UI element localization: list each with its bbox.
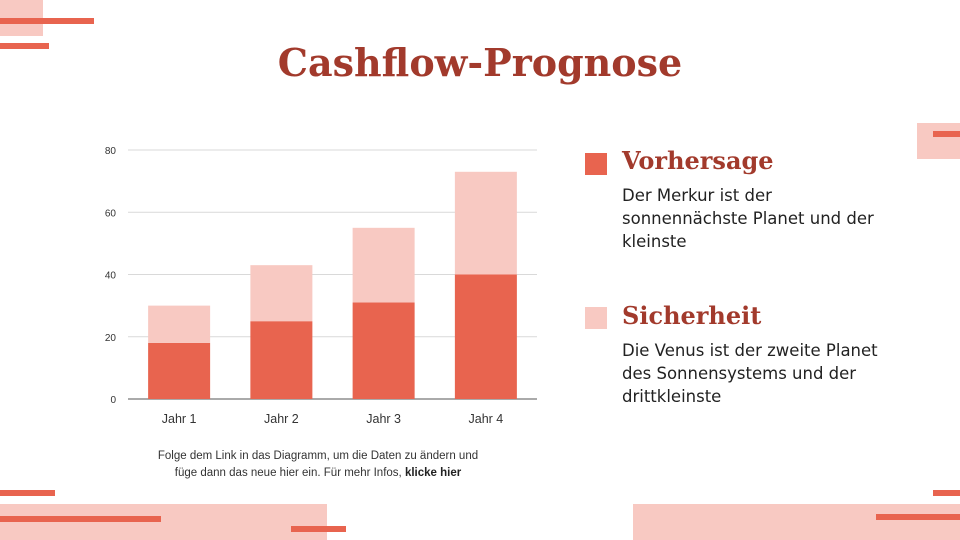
bar-forecast xyxy=(352,302,415,399)
legend-desc-forecast: Der Merkur ist der sonnennächste Planet … xyxy=(622,186,874,251)
chart-note: Folge dem Link in das Diagramm, um die D… xyxy=(108,448,528,482)
bar-chart: 0 20 40 60 80 Jahr 1 Jahr 2 Jahr 3 Jahr 4 xyxy=(105,146,537,426)
x-tick-label: Jahr 2 xyxy=(264,412,299,426)
deco-block-right xyxy=(917,123,960,159)
legend-swatch-safety xyxy=(585,307,607,329)
deco-line-right xyxy=(933,131,960,137)
deco-line-bottom-left-2 xyxy=(0,516,161,522)
bar-safety xyxy=(454,171,517,275)
bar-forecast xyxy=(148,342,211,399)
y-tick-label: 20 xyxy=(105,333,117,344)
x-tick-label: Jahr 4 xyxy=(469,412,504,426)
note-line-1: Folge dem Link in das Diagramm, um die D… xyxy=(157,450,479,462)
y-tick-label: 0 xyxy=(110,395,116,406)
y-tick-label: 40 xyxy=(105,271,117,282)
deco-line-top-left xyxy=(0,18,94,24)
legend-swatch-forecast xyxy=(585,153,607,175)
x-tick-label: Jahr 1 xyxy=(162,412,197,426)
legend-title-safety: Sicherheit xyxy=(622,301,762,330)
y-tick-label: 80 xyxy=(105,146,117,157)
deco-block-bottom-left xyxy=(0,504,327,540)
deco-line-top-left-2 xyxy=(0,43,49,49)
legend-desc-safety: Die Venus ist der zweite Planet des Sonn… xyxy=(622,341,878,406)
bar-safety xyxy=(352,227,415,303)
note-line-2: füge dann das neue hier ein. Für mehr In… xyxy=(174,467,405,479)
deco-line-bottom-right-2 xyxy=(876,514,960,520)
bar-safety xyxy=(250,265,313,322)
deco-line-bottom-left-3 xyxy=(291,526,346,532)
bar-safety xyxy=(148,305,211,343)
y-tick-label: 60 xyxy=(105,208,117,219)
x-tick-label: Jahr 3 xyxy=(366,412,401,426)
deco-line-bottom-left-1 xyxy=(0,490,55,496)
legend-title-forecast: Vorhersage xyxy=(622,146,774,175)
bar-forecast xyxy=(454,274,517,399)
bar-forecast xyxy=(250,321,313,399)
deco-block-bottom-right xyxy=(633,504,960,540)
page-title: Cashflow-Prognose xyxy=(277,40,683,85)
note-link[interactable]: klicke hier xyxy=(404,467,462,479)
deco-line-bottom-right-1 xyxy=(933,490,960,496)
